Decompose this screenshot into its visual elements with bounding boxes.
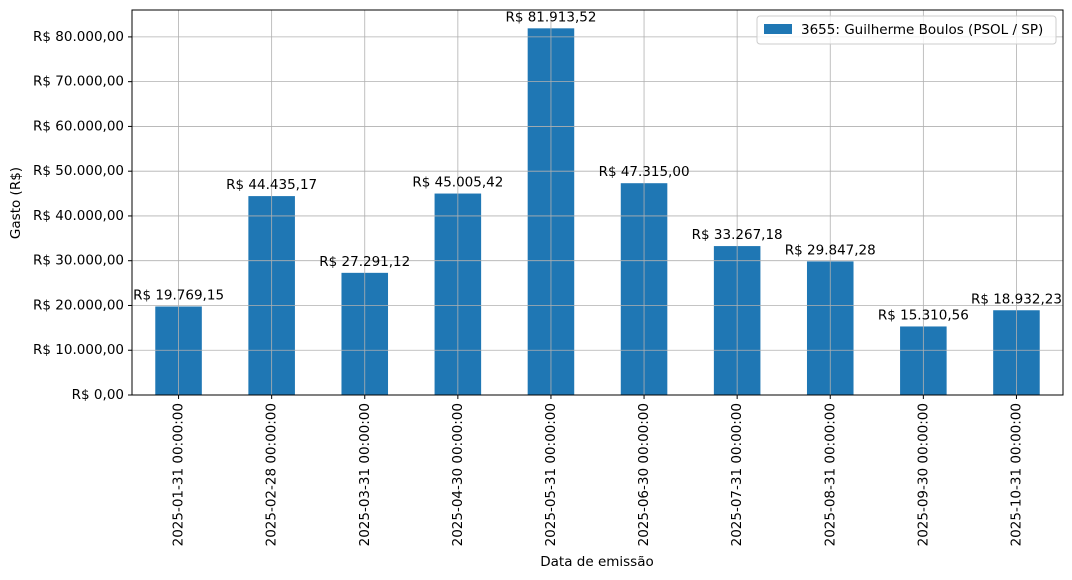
y-tick-label: R$ 40.000,00: [33, 208, 124, 224]
x-tick-label: 2025-03-31 00:00:00: [357, 403, 373, 546]
y-axis-label: Gasto (R$): [8, 167, 24, 239]
value-label: R$ 33.267,18: [692, 227, 783, 243]
x-axis-label: Data de emissão: [540, 554, 654, 570]
x-tick-label: 2025-04-30 00:00:00: [450, 403, 466, 546]
y-tick-label: R$ 0,00: [72, 387, 124, 403]
legend-box: [756, 15, 1057, 45]
x-tick-label: 2025-09-30 00:00:00: [915, 403, 931, 546]
y-tick-label: R$ 70.000,00: [33, 74, 124, 90]
value-label: R$ 27.291,12: [319, 254, 410, 270]
value-label: R$ 15.310,56: [878, 307, 969, 323]
x-tick-label: 2025-08-31 00:00:00: [822, 403, 838, 546]
legend-label: 3655: Guilherme Boulos (PSOL / SP): [801, 22, 1043, 38]
value-label: R$ 19.769,15: [133, 288, 224, 304]
value-label: R$ 29.847,28: [785, 242, 876, 258]
y-tick-label: R$ 20.000,00: [33, 297, 124, 313]
x-tick-label: 2025-06-30 00:00:00: [636, 403, 652, 546]
value-label: R$ 18.932,23: [971, 291, 1062, 307]
x-tick-label: 2025-10-31 00:00:00: [1008, 403, 1024, 546]
y-tick-label: R$ 50.000,00: [33, 163, 124, 179]
y-tick-label: R$ 30.000,00: [33, 253, 124, 269]
x-tick-label: 2025-05-31 00:00:00: [543, 403, 559, 546]
value-label: R$ 47.315,00: [599, 164, 690, 180]
y-tick-label: R$ 80.000,00: [33, 29, 124, 45]
y-tick-label: R$ 10.000,00: [33, 342, 124, 358]
x-tick-label: 2025-02-28 00:00:00: [264, 403, 280, 546]
value-label: R$ 44.435,17: [226, 177, 317, 193]
y-tick-label: R$ 60.000,00: [33, 118, 124, 134]
legend-swatch: [764, 24, 792, 34]
plot-frame: [131, 9, 1064, 396]
x-tick-label: 2025-07-31 00:00:00: [729, 403, 745, 546]
x-tick-label: 2025-01-31 00:00:00: [171, 403, 187, 546]
value-label: R$ 81.913,52: [505, 9, 596, 25]
value-label: R$ 45.005,42: [412, 175, 503, 191]
